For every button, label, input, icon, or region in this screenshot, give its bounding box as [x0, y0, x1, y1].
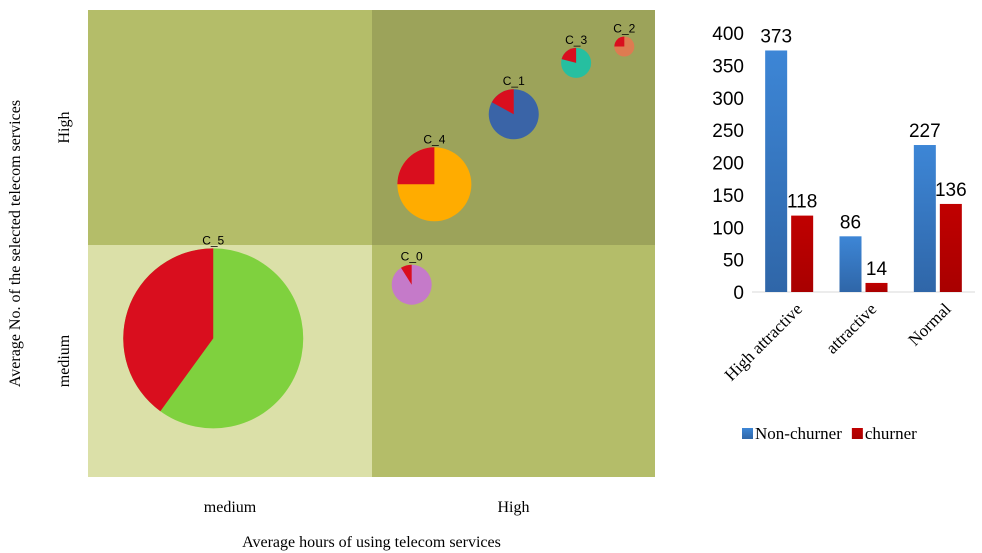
x-category-label: attractive — [822, 299, 880, 357]
legend-label: churner — [865, 424, 917, 443]
x-category-label: High — [498, 499, 530, 516]
cluster-pie-c-1: C_1 — [488, 74, 539, 140]
bar-data-label: 86 — [840, 212, 861, 233]
cluster-pie-c-3: C_3 — [561, 33, 592, 78]
pie-slice-churn — [400, 264, 412, 285]
cluster-label: C_0 — [401, 250, 423, 264]
bar-data-label: 227 — [909, 121, 941, 142]
x-category-label: medium — [204, 499, 257, 516]
bar-data-label: 14 — [866, 259, 888, 280]
cluster-label: C_4 — [423, 132, 445, 146]
bar-non-churner — [839, 236, 862, 292]
y-tick-label: 100 — [712, 218, 744, 239]
y-tick-label: 300 — [712, 89, 744, 110]
y-axis-label: Average No. of the selected telecom serv… — [7, 100, 24, 387]
bar-data-label: 373 — [760, 26, 792, 47]
cluster-label: C_5 — [202, 233, 224, 247]
bar-data-label: 118 — [787, 192, 817, 213]
bars: 373 118 86 14 227 136 — [760, 26, 967, 292]
pie-slice-churn — [491, 89, 514, 115]
y-axis-ticks: 0 50 100 150 200 250 300 350 400 — [712, 24, 744, 304]
quadrant-medium-hours-high-services — [88, 10, 372, 245]
pie-slice-churn — [123, 248, 214, 412]
legend-swatch — [851, 428, 863, 439]
pie-slice-churn — [561, 47, 577, 63]
grouped-bar-chart: 0 50 100 150 200 250 300 350 400 373 118 86 14 227 13… — [712, 24, 975, 443]
cluster-pie-c-0: C_0 — [391, 250, 432, 305]
quadrant-pie-chart: C_0 C_1 C_2 C_3 C_4 C_5 medium High Average h… — [7, 10, 655, 551]
legend: Non-churner churner — [742, 424, 917, 443]
y-tick-label: 200 — [712, 154, 744, 175]
cluster-pie-c-5: C_5 — [123, 233, 304, 429]
cluster-label: C_1 — [503, 74, 525, 88]
y-category-label: High — [56, 112, 73, 144]
bar-churner — [791, 215, 814, 292]
legend-swatch — [742, 428, 753, 439]
y-tick-label: 400 — [712, 24, 744, 45]
y-tick-label: 150 — [712, 186, 744, 207]
bar-non-churner — [765, 50, 788, 292]
x-category-label: Normal — [905, 299, 955, 349]
x-axis-categories: High attractive attractive Normal — [721, 299, 955, 384]
cluster-label: C_3 — [565, 33, 587, 47]
y-category-label: medium — [56, 334, 73, 387]
bar-non-churner — [913, 145, 936, 292]
y-tick-label: 50 — [723, 251, 744, 272]
x-axis-label: Average hours of using telecom services — [242, 534, 501, 551]
pie-slice-churn — [397, 147, 435, 185]
bar-data-label: 136 — [935, 180, 967, 201]
cluster-pie-c-4: C_4 — [397, 132, 472, 222]
cluster-pie-c-2: C_2 — [613, 22, 636, 57]
cluster-pies: C_0 C_1 C_2 C_3 C_4 C_5 — [123, 22, 636, 429]
bar-churner — [865, 282, 888, 292]
x-category-label: High attractive — [721, 299, 806, 384]
cluster-label: C_2 — [613, 22, 635, 36]
y-tick-label: 250 — [712, 121, 744, 142]
y-tick-label: 0 — [733, 283, 744, 304]
bar-churner — [939, 203, 962, 292]
y-tick-label: 350 — [712, 56, 744, 77]
pie-slice-churn — [614, 36, 625, 47]
legend-label: Non-churner — [755, 424, 842, 443]
